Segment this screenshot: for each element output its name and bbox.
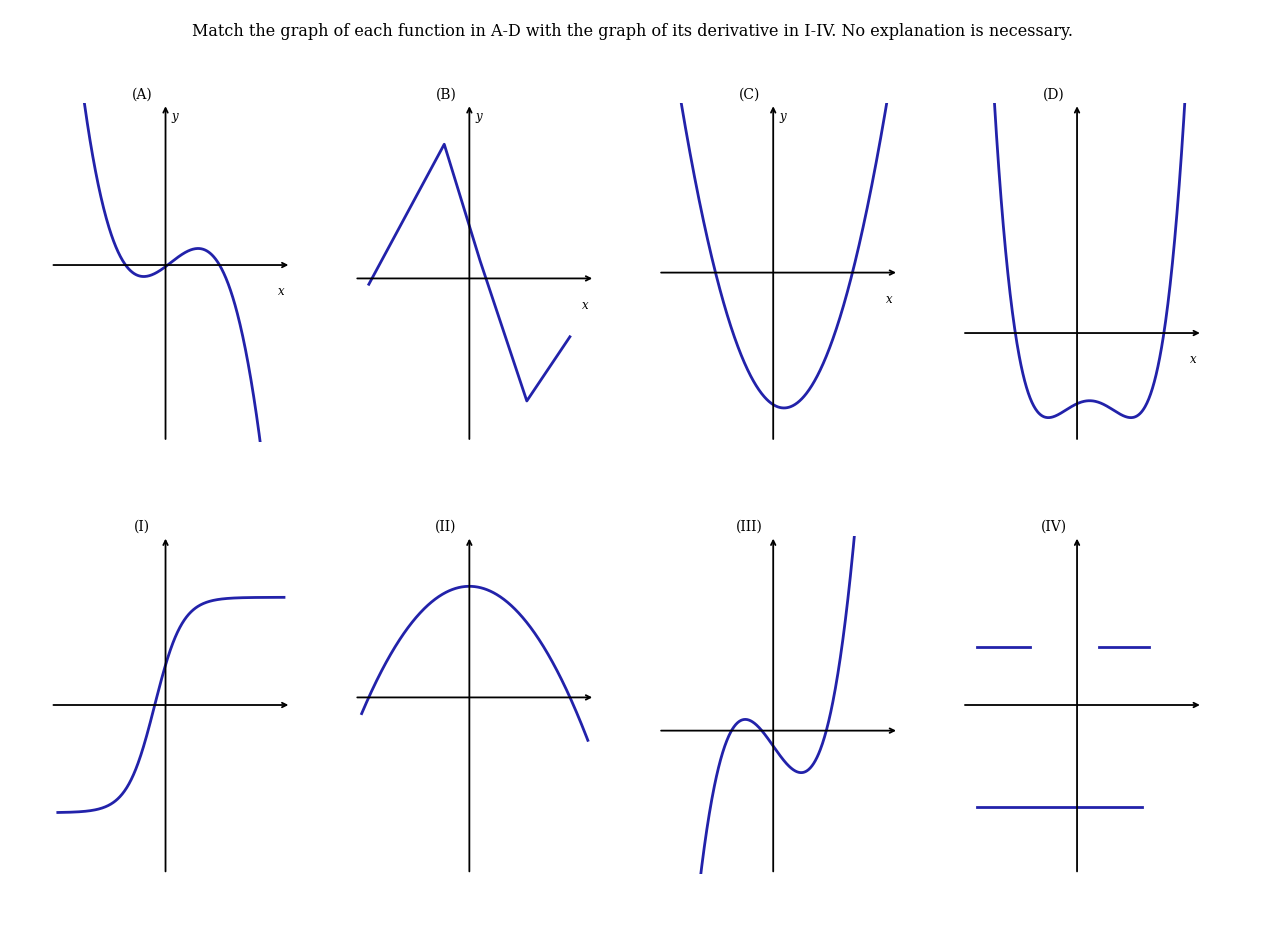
Text: x: x bbox=[1190, 353, 1196, 367]
Text: (III): (III) bbox=[737, 520, 763, 534]
Text: (D): (D) bbox=[1043, 87, 1065, 102]
Text: (C): (C) bbox=[739, 87, 761, 102]
Text: y: y bbox=[780, 110, 786, 123]
Text: (A): (A) bbox=[132, 87, 152, 102]
Text: y: y bbox=[476, 110, 482, 123]
Text: (II): (II) bbox=[436, 520, 457, 534]
Text: x: x bbox=[886, 293, 893, 306]
Text: Match the graph of each function in A-D with the graph of its derivative in I-IV: Match the graph of each function in A-D … bbox=[192, 24, 1074, 40]
Text: x: x bbox=[582, 299, 589, 312]
Text: y: y bbox=[172, 110, 179, 123]
Text: (B): (B) bbox=[436, 87, 456, 102]
Text: (IV): (IV) bbox=[1041, 520, 1067, 534]
Text: (I): (I) bbox=[134, 520, 151, 534]
Text: x: x bbox=[279, 286, 285, 299]
